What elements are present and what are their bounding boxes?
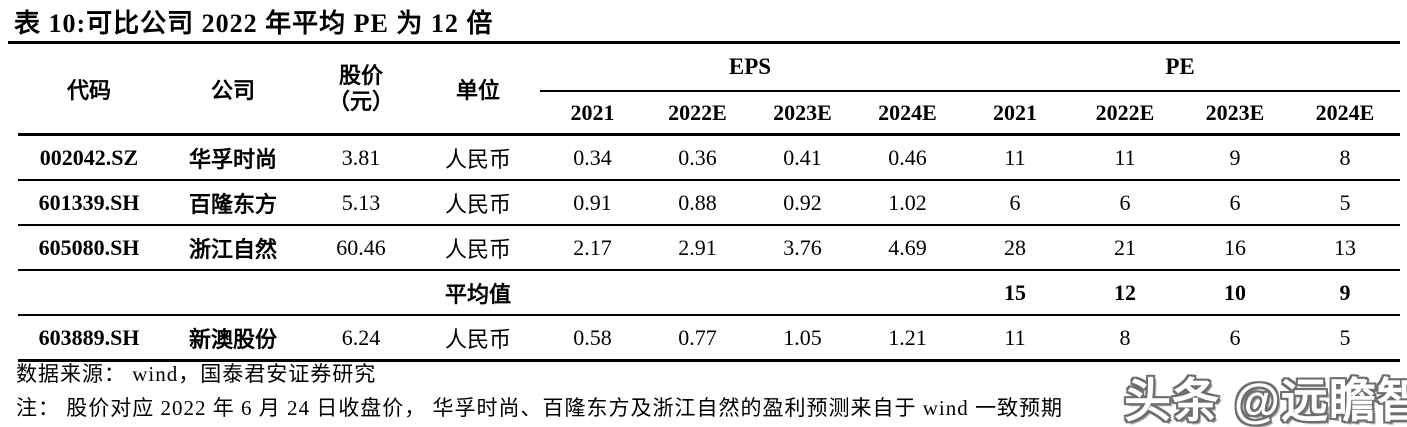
note-text: 注： 股价对应 2022 年 6 月 24 日收盘价， 华孚时尚、百隆东方及浙江… xyxy=(16,396,1063,420)
cell-eps-2023e xyxy=(750,270,855,316)
cell-unit: 人民币 xyxy=(416,180,540,226)
cell-code xyxy=(18,270,160,316)
cell-eps-2022e xyxy=(645,270,750,316)
cell-pe-2024e: 5 xyxy=(1290,315,1401,362)
cell-eps-2023e: 3.76 xyxy=(750,225,855,271)
cell-eps-2024e xyxy=(855,270,960,316)
cell-pe-2024e: 9 xyxy=(1290,270,1401,316)
header-unit: 单位 xyxy=(416,44,540,136)
cell-company: 浙江自然 xyxy=(160,225,306,271)
header-eps-2022e: 2022E xyxy=(645,91,750,136)
cell-eps-2024e: 0.46 xyxy=(855,134,960,181)
cell-code: 603889.SH xyxy=(18,315,160,362)
cell-eps-2024e: 1.02 xyxy=(855,180,960,226)
cell-pe-2023e: 6 xyxy=(1180,180,1290,226)
cell-pe-2024e: 13 xyxy=(1290,225,1401,271)
cell-pe-2021: 15 xyxy=(960,270,1070,316)
cell-eps-2021: 0.34 xyxy=(540,134,645,181)
cell-eps-2021 xyxy=(540,270,645,316)
header-pe-2023e: 2023E xyxy=(1180,91,1290,136)
cell-pe-2024e: 5 xyxy=(1290,180,1401,226)
table-row: 601339.SH 百隆东方 5.13 人民币 0.91 0.88 0.92 1… xyxy=(18,180,1401,226)
cell-pe-2022e: 6 xyxy=(1070,180,1180,226)
table-header: 代码 公司 股价 （元） 单位 EPS PE 2021 2022E 2023E … xyxy=(18,44,1401,136)
cell-price: 5.13 xyxy=(306,180,416,226)
table-row: 603889.SH 新澳股份 6.24 人民币 0.58 0.77 1.05 1… xyxy=(18,315,1401,362)
cell-pe-2021: 11 xyxy=(960,315,1070,362)
cell-company: 新澳股份 xyxy=(160,315,306,362)
header-price: 股价 （元） xyxy=(306,44,416,136)
cell-code: 601339.SH xyxy=(18,180,160,226)
table-title: 表 10:可比公司 2022 年平均 PE 为 12 倍 xyxy=(14,9,494,38)
cell-eps-2022e: 2.91 xyxy=(645,225,750,271)
data-source-text: 数据来源： wind，国泰君安证券研究 xyxy=(16,362,377,386)
cell-pe-2023e: 16 xyxy=(1180,225,1290,271)
title-divider xyxy=(8,41,1400,44)
header-pe-group: PE xyxy=(960,44,1401,92)
cell-eps-2022e: 0.88 xyxy=(645,180,750,226)
comparable-companies-table: 代码 公司 股价 （元） 单位 EPS PE 2021 2022E 2023E … xyxy=(18,44,1401,362)
watermark-toutiao-yuanzhan: 头条 @远瞻智库 xyxy=(1124,374,1407,427)
cell-eps-2023e: 1.05 xyxy=(750,315,855,362)
cell-pe-2024e: 8 xyxy=(1290,134,1401,181)
header-group-row: 代码 公司 股价 （元） 单位 EPS PE xyxy=(18,44,1401,136)
cell-eps-2022e: 0.36 xyxy=(645,134,750,181)
cell-company: 华孚时尚 xyxy=(160,134,306,181)
cell-price: 60.46 xyxy=(306,225,416,271)
cell-price: 3.81 xyxy=(306,134,416,181)
cell-eps-2022e: 0.77 xyxy=(645,315,750,362)
table-body: 002042.SZ 华孚时尚 3.81 人民币 0.34 0.36 0.41 0… xyxy=(18,134,1401,362)
cell-pe-2022e: 11 xyxy=(1070,134,1180,181)
cell-pe-2022e: 8 xyxy=(1070,315,1180,362)
header-eps-2024e: 2024E xyxy=(855,91,960,136)
cell-pe-2021: 6 xyxy=(960,180,1070,226)
cell-company: 百隆东方 xyxy=(160,180,306,226)
cell-pe-2021: 11 xyxy=(960,134,1070,181)
header-pe-2024e: 2024E xyxy=(1290,91,1401,136)
cell-pe-2023e: 9 xyxy=(1180,134,1290,181)
cell-pe-2022e: 12 xyxy=(1070,270,1180,316)
header-code: 代码 xyxy=(18,44,160,136)
cell-pe-2023e: 6 xyxy=(1180,315,1290,362)
header-eps-2023e: 2023E xyxy=(750,91,855,136)
header-price-line2: （元） xyxy=(327,88,394,114)
cell-unit: 人民币 xyxy=(416,225,540,271)
header-company: 公司 xyxy=(160,44,306,136)
cell-eps-2023e: 0.92 xyxy=(750,180,855,226)
cell-eps-2023e: 0.41 xyxy=(750,134,855,181)
cell-code: 002042.SZ xyxy=(18,134,160,181)
cell-pe-2021: 28 xyxy=(960,225,1070,271)
cell-unit: 人民币 xyxy=(416,315,540,362)
header-year-row: 2021 2022E 2023E 2024E 2021 2022E 2023E … xyxy=(18,91,1401,136)
cell-pe-2022e: 21 xyxy=(1070,225,1180,271)
cell-price xyxy=(306,270,416,316)
header-eps-2021: 2021 xyxy=(540,91,645,136)
cell-price: 6.24 xyxy=(306,315,416,362)
cell-eps-2021: 0.91 xyxy=(540,180,645,226)
table-row: 002042.SZ 华孚时尚 3.81 人民币 0.34 0.36 0.41 0… xyxy=(18,134,1401,181)
header-eps-group: EPS xyxy=(540,44,960,92)
cell-pe-2023e: 10 xyxy=(1180,270,1290,316)
cell-eps-2024e: 1.21 xyxy=(855,315,960,362)
header-pe-2021: 2021 xyxy=(960,91,1070,136)
cell-code: 605080.SH xyxy=(18,225,160,271)
cell-company xyxy=(160,270,306,316)
cell-eps-2024e: 4.69 xyxy=(855,225,960,271)
cell-eps-2021: 2.17 xyxy=(540,225,645,271)
cell-eps-2021: 0.58 xyxy=(540,315,645,362)
header-price-line1: 股价 xyxy=(338,62,383,88)
header-pe-2022e: 2022E xyxy=(1070,91,1180,136)
cell-unit: 人民币 xyxy=(416,134,540,181)
table-row-average: 平均值 15 12 10 9 xyxy=(18,270,1401,316)
cell-average-label: 平均值 xyxy=(416,270,540,316)
table-row: 605080.SH 浙江自然 60.46 人民币 2.17 2.91 3.76 … xyxy=(18,225,1401,271)
